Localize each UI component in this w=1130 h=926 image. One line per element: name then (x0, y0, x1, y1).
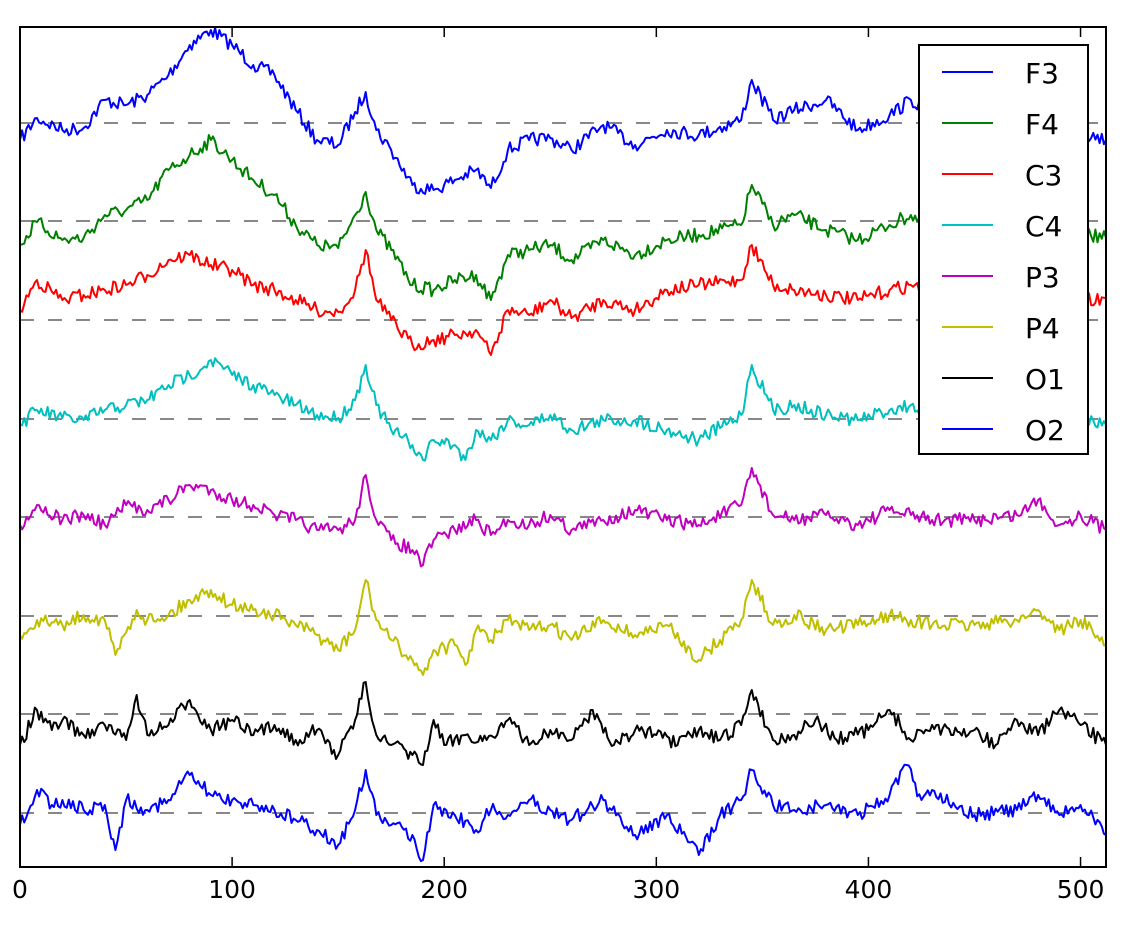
legend-label: P3 (1025, 261, 1060, 294)
x-tick-label: 200 (420, 875, 468, 904)
trace-p4 (19, 579, 1107, 676)
trace-p3 (19, 467, 1107, 568)
x-tick-label: 300 (632, 875, 680, 904)
legend-item-c4: C4 (942, 210, 1062, 243)
legend-label: F3 (1025, 57, 1059, 90)
legend-label: O1 (1025, 363, 1065, 396)
legend-item-f4: F4 (942, 108, 1059, 141)
x-tick-label: 0 (12, 875, 28, 904)
trace-o2 (19, 763, 1107, 863)
legend-label: F4 (1025, 108, 1059, 141)
legend-label: O2 (1025, 414, 1065, 447)
legend: F3 F4 C3 C4 P3 P4 O1 O2 (918, 44, 1089, 455)
legend-item-p4: P4 (942, 312, 1060, 345)
plot-frame (19, 26, 1107, 868)
channel-baselines (20, 122, 1106, 814)
legend-label: C4 (1025, 210, 1062, 243)
legend-item-o2: O2 (942, 414, 1065, 447)
legend-item-c3: C3 (942, 159, 1062, 192)
x-tick-label: 500 (1057, 875, 1105, 904)
legend-label: C3 (1025, 159, 1062, 192)
trace-o1 (19, 681, 1107, 766)
legend-item-o1: O1 (942, 363, 1065, 396)
legend-box (918, 44, 1089, 455)
legend-item-f3: F3 (942, 57, 1059, 90)
x-axis: 0 100 200 300 400 500 (12, 27, 1104, 904)
legend-label: P4 (1025, 312, 1060, 345)
legend-item-p3: P3 (942, 261, 1060, 294)
x-tick-label: 400 (845, 875, 893, 904)
x-tick-label: 100 (208, 875, 256, 904)
